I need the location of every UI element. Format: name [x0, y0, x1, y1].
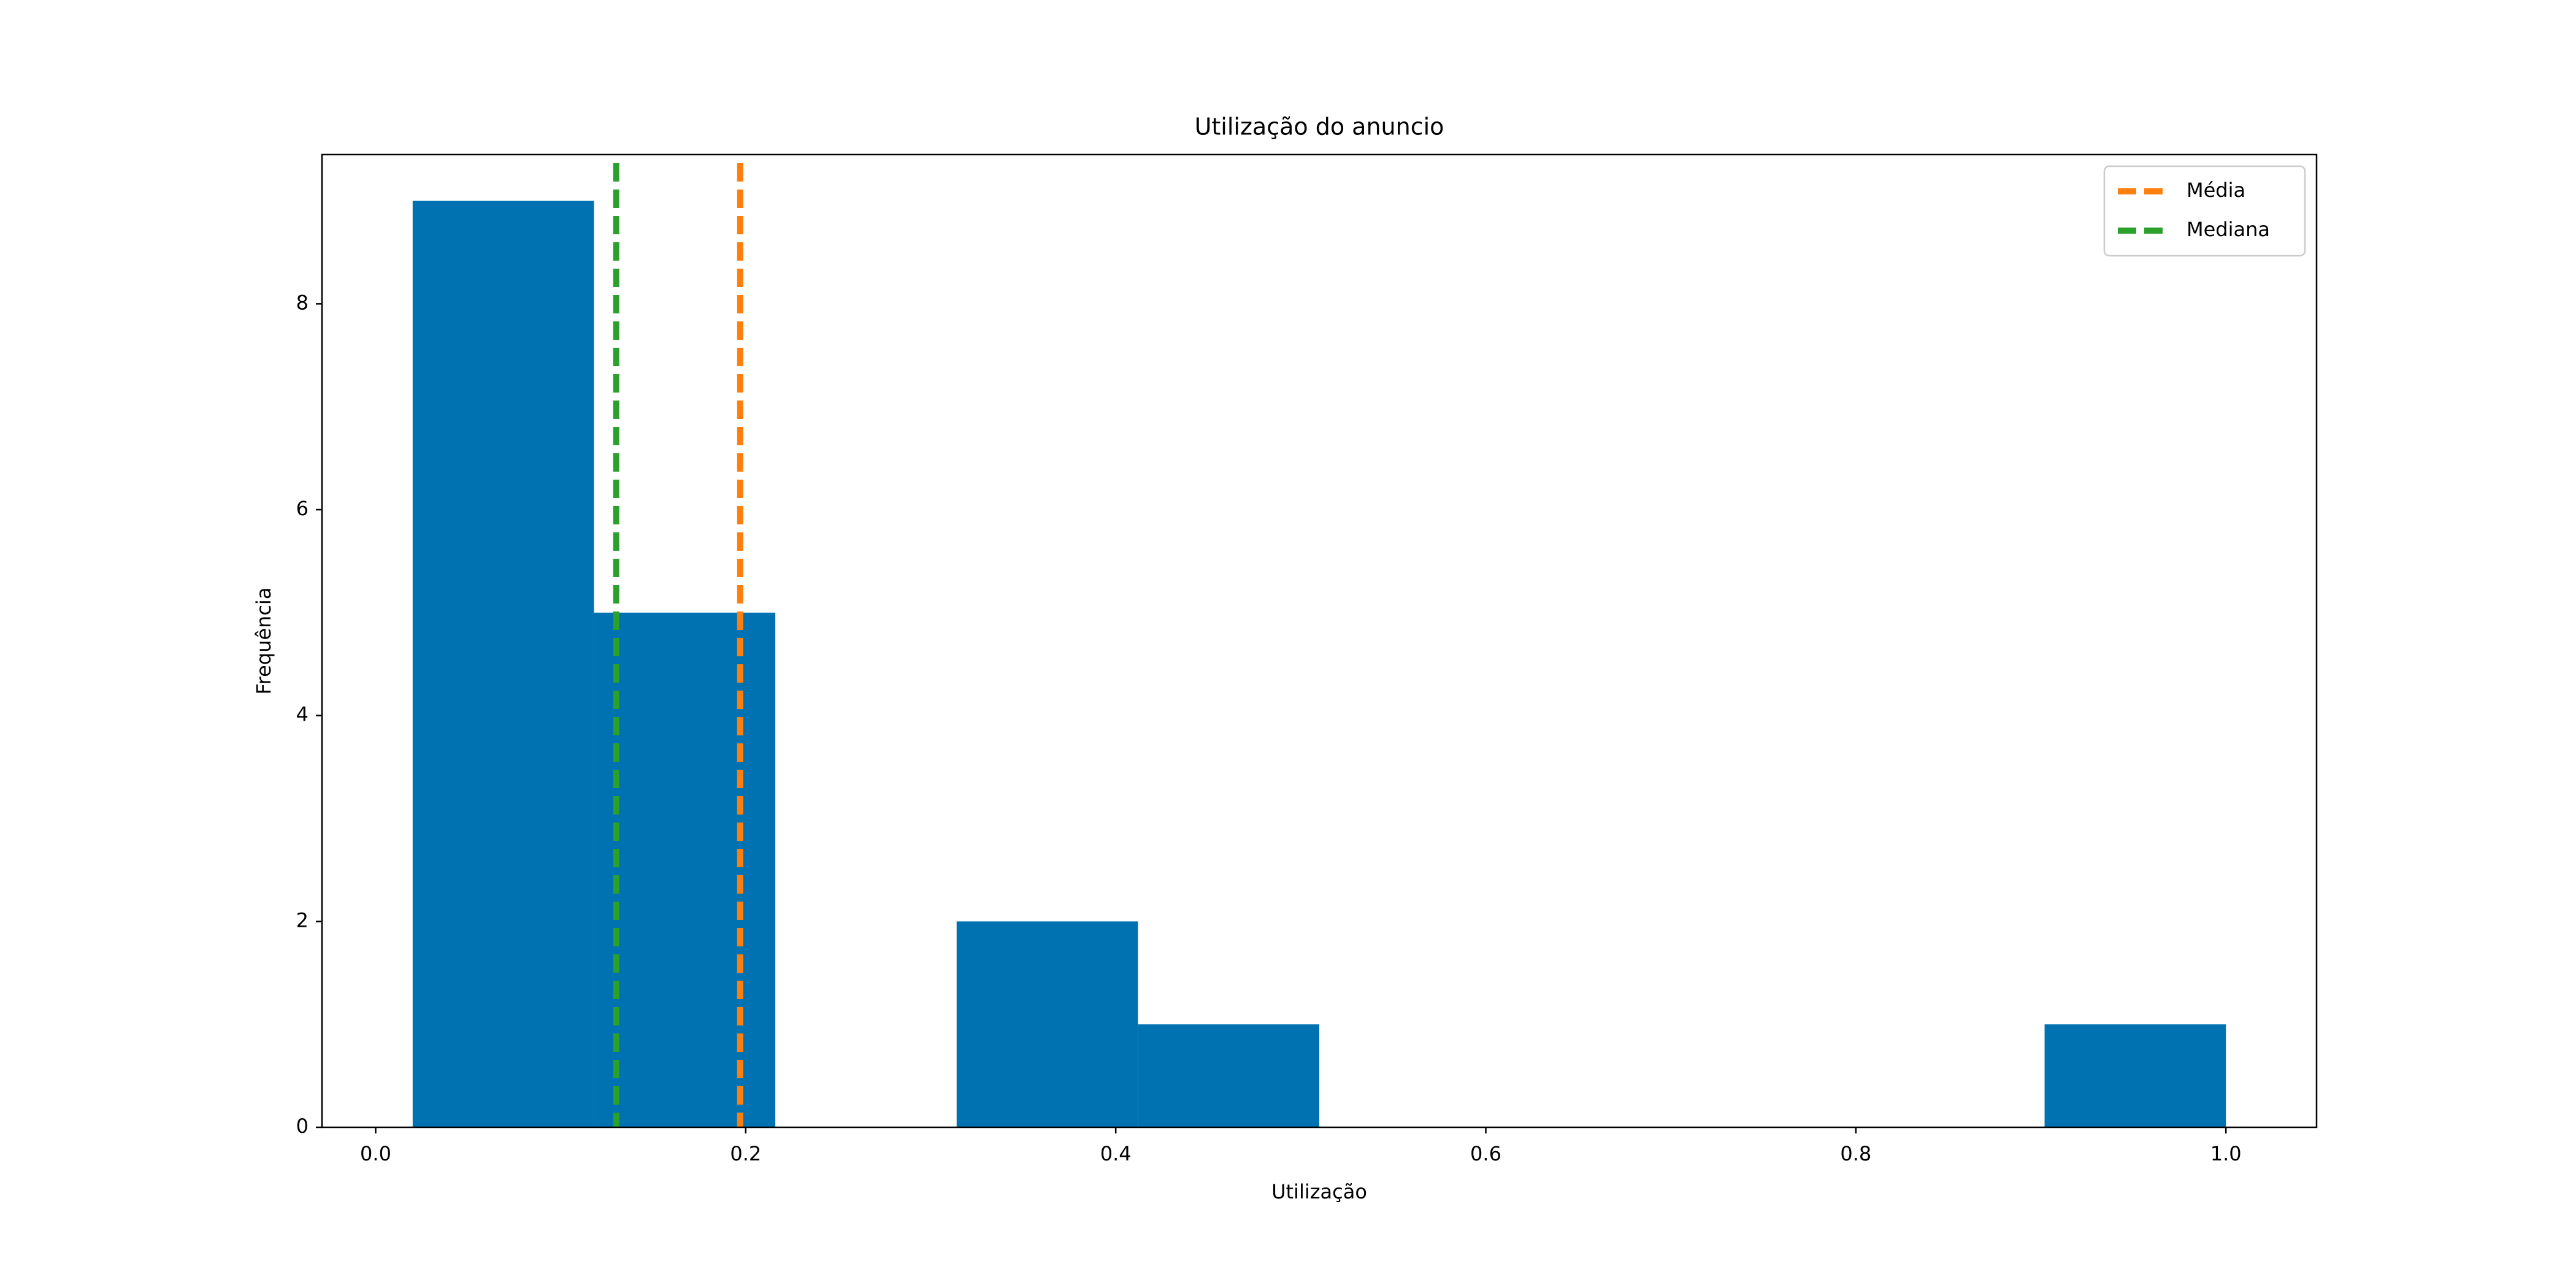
x-tick-label: 0.6	[1470, 1142, 1501, 1165]
x-tick-label: 0.4	[1100, 1142, 1132, 1165]
y-axis-label: Frequência	[252, 588, 275, 695]
y-tick-label: 4	[296, 703, 309, 726]
x-tick-label: 0.0	[360, 1142, 391, 1165]
x-tick-label: 0.8	[1840, 1142, 1871, 1165]
bar	[412, 201, 594, 1127]
bar	[2044, 1024, 2226, 1127]
bar	[594, 612, 776, 1127]
bar	[1138, 1024, 1319, 1127]
legend-label: Média	[2187, 178, 2245, 202]
chart-title: Utilização do anuncio	[1195, 113, 1444, 140]
y-tick-label: 6	[296, 497, 309, 520]
y-tick-label: 0	[296, 1114, 309, 1138]
x-axis-label: Utilização	[1271, 1180, 1367, 1203]
y-tick-label: 8	[296, 291, 309, 314]
x-tick-label: 1.0	[2210, 1142, 2242, 1165]
plot-frame	[321, 153, 2318, 1129]
y-tick-label: 2	[296, 908, 309, 932]
legend-label: Mediana	[2187, 218, 2270, 241]
bar	[956, 921, 1138, 1127]
x-tick-label: 0.2	[730, 1142, 761, 1165]
